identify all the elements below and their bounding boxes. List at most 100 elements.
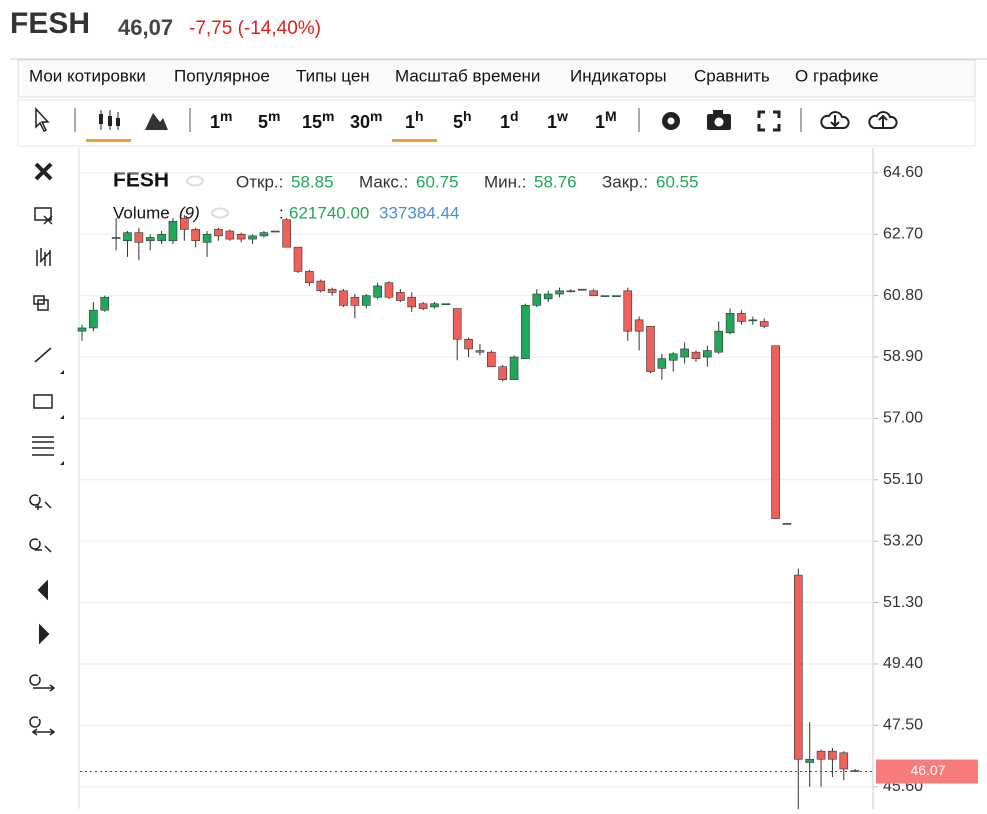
layers-tool[interactable] — [33, 295, 49, 311]
last-price-label: 46.07 — [910, 762, 945, 778]
legend-low: 58.76 — [534, 172, 577, 191]
timeframe-button[interactable]: 15m — [302, 108, 334, 132]
candle-body — [418, 303, 428, 309]
candle-body — [714, 330, 724, 353]
delete-drawing-tool[interactable] — [34, 207, 53, 225]
candle-body — [145, 237, 155, 242]
timeframe-number: 1 — [547, 112, 557, 132]
timeframe-button[interactable]: 5m — [258, 108, 280, 132]
settings-icon[interactable] — [662, 112, 680, 130]
candle-body — [589, 290, 598, 296]
change: -7,75 (-14,40%) — [189, 18, 321, 39]
timeframe-button[interactable]: 1M — [595, 108, 617, 132]
legend-open: 58.85 — [291, 172, 334, 191]
candle-body — [339, 290, 348, 306]
timeframe-number: 30 — [350, 112, 370, 132]
reset-tool[interactable] — [29, 716, 56, 736]
timeframe-unit: m — [370, 108, 382, 124]
legend-volume-up: 621740.00 — [289, 203, 369, 222]
timeframe-number: 5 — [258, 112, 268, 132]
candle-body — [282, 219, 291, 248]
symbol: FESH — [10, 7, 90, 40]
menu-item[interactable]: Популярное — [174, 66, 270, 85]
price: 46,07 — [118, 15, 173, 40]
candle-body — [77, 327, 87, 332]
timeframe-unit: m — [220, 108, 232, 124]
candle-body — [270, 230, 280, 233]
timeframe-unit: m — [268, 108, 280, 124]
candle-body — [168, 221, 178, 242]
legend-volume-down: 337384.44 — [379, 203, 459, 222]
candle-body — [782, 523, 792, 525]
zoom-out-tool[interactable] — [29, 538, 52, 553]
candle-body — [452, 308, 462, 340]
menu-item[interactable]: О графике — [795, 66, 879, 85]
screenshot-icon[interactable] — [707, 110, 731, 130]
candle-body — [691, 351, 701, 359]
scroll-right-tool[interactable] — [39, 623, 50, 645]
menu-bar — [17, 59, 976, 98]
last-price-box — [876, 759, 978, 784]
timeframe-button[interactable]: 1h — [405, 108, 424, 132]
candle-body — [521, 305, 530, 359]
delete-all-tool[interactable] — [36, 248, 51, 266]
candle-body — [828, 750, 837, 760]
candle-body — [430, 303, 439, 308]
timeframe-button[interactable]: 5h — [453, 108, 472, 132]
candle-body — [816, 750, 826, 760]
timeframe-button[interactable]: 1m — [210, 108, 232, 132]
upload-icon[interactable] — [868, 111, 898, 129]
candle-type-icon[interactable] — [99, 110, 120, 130]
y-tick-label: 49.40 — [883, 655, 923, 672]
y-tick-label: 53.20 — [883, 532, 923, 549]
candle-body — [612, 295, 621, 297]
timeframe-unit: h — [415, 108, 424, 124]
download-icon[interactable] — [820, 111, 850, 129]
fit-tool[interactable] — [29, 674, 56, 692]
close-tool[interactable] — [34, 162, 53, 181]
visibility-icon[interactable] — [186, 175, 204, 187]
timeframe-button[interactable]: 30m — [350, 108, 382, 132]
submenu-markers — [60, 370, 64, 465]
menu-item[interactable]: Сравнить — [694, 66, 770, 85]
cursor-icon[interactable] — [35, 107, 50, 133]
zoom-in-tool[interactable] — [29, 494, 52, 510]
legend-high: 60.75 — [416, 172, 459, 191]
scroll-left-tool[interactable] — [37, 579, 48, 601]
area-type-icon[interactable] — [145, 113, 168, 130]
fib-tool[interactable] — [32, 436, 54, 456]
candle-body — [680, 348, 689, 358]
visibility-icon[interactable] — [211, 207, 229, 219]
candle-body — [668, 353, 678, 361]
candle-body — [555, 290, 564, 295]
timeframe-unit: h — [463, 108, 472, 124]
menu-item[interactable]: Масштаб времени — [395, 66, 540, 85]
menu-item[interactable]: Типы цен — [296, 66, 370, 85]
timeframe-unit: w — [556, 108, 568, 124]
fullscreen-icon[interactable] — [757, 110, 781, 132]
candle-body — [305, 271, 314, 284]
candle-body — [134, 232, 144, 243]
active-underline — [392, 139, 437, 142]
candle-body — [646, 326, 655, 372]
line-tool[interactable] — [34, 347, 52, 363]
legend-high-label: Макс.: — [359, 172, 408, 191]
timeframe-button[interactable]: 1w — [547, 108, 568, 132]
rect-tool[interactable] — [33, 394, 53, 409]
candle-body — [657, 358, 667, 369]
chart-title: FESH — [113, 169, 169, 192]
candle-body — [725, 313, 735, 334]
toolbar — [17, 99, 976, 147]
y-tick-label: 47.50 — [883, 717, 923, 734]
menu-item[interactable]: Индикаторы — [570, 66, 667, 85]
menu-item[interactable]: Мои котировки — [29, 66, 146, 85]
y-tick-label: 55.10 — [883, 471, 923, 488]
candle-body — [441, 303, 451, 306]
timeframe-button[interactable]: 1d — [500, 108, 519, 132]
candle-body — [759, 321, 769, 327]
candle-body — [634, 319, 644, 332]
candle-body — [89, 309, 98, 329]
active-underline — [86, 139, 131, 142]
candle-body — [407, 296, 417, 308]
candle-body — [259, 232, 269, 237]
